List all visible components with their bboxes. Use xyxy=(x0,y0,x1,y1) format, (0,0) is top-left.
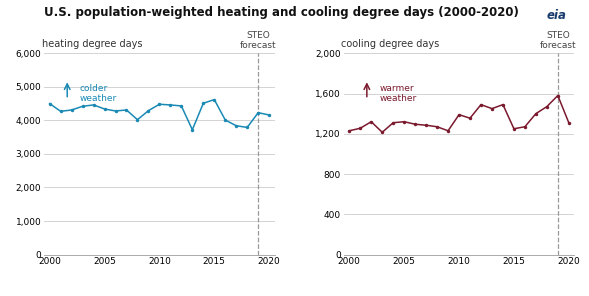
Text: cooling degree days: cooling degree days xyxy=(342,39,440,49)
Text: heating degree days: heating degree days xyxy=(42,39,143,49)
Text: colder
weather: colder weather xyxy=(80,84,117,103)
Text: eia: eia xyxy=(547,9,567,22)
Text: STEO
forecast: STEO forecast xyxy=(540,31,576,50)
Text: warmer
weather: warmer weather xyxy=(379,84,417,103)
Text: STEO
forecast: STEO forecast xyxy=(240,31,276,50)
Text: U.S. population-weighted heating and cooling degree days (2000-2020): U.S. population-weighted heating and coo… xyxy=(44,6,519,19)
